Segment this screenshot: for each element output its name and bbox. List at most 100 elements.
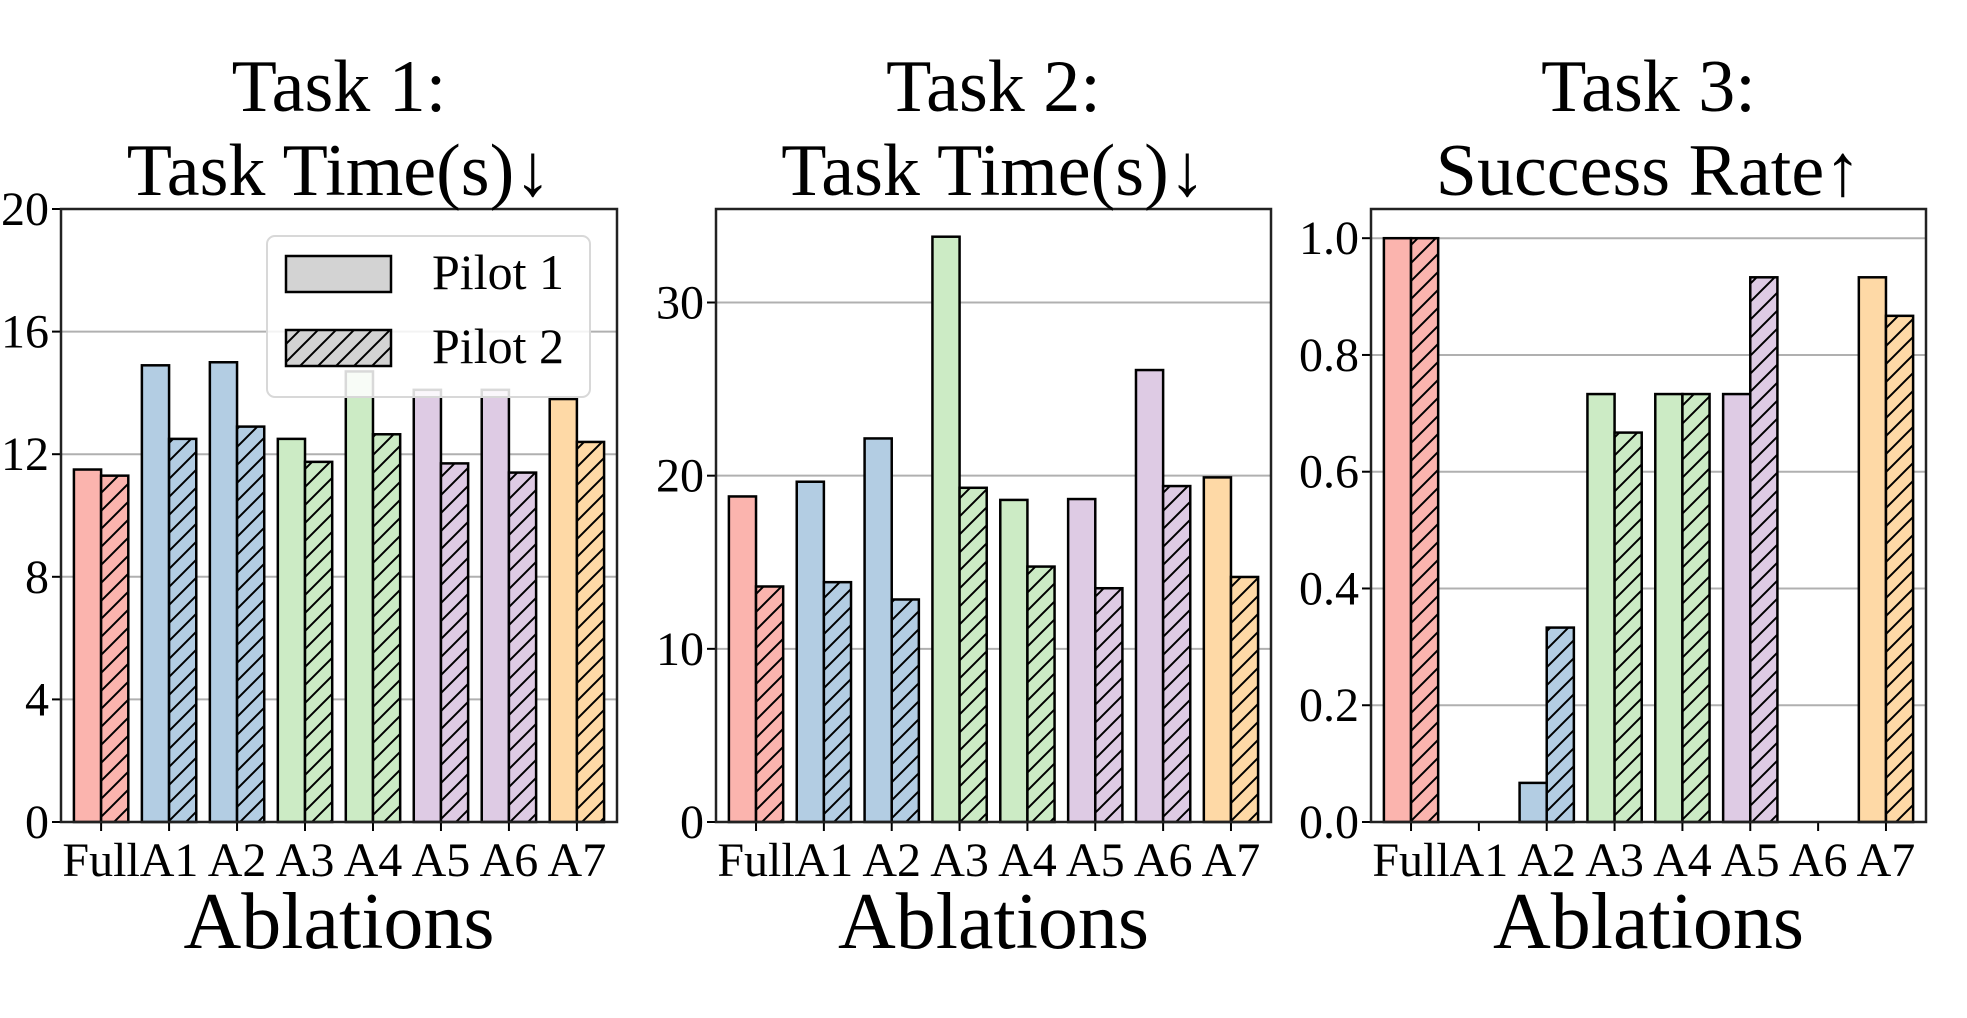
x-tick-label: A2 [1517, 834, 1576, 887]
bar-A4-pilot-2 [1026, 565, 1056, 824]
x-tick-label: Full [1372, 834, 1449, 887]
y-tick-label: 12 [1, 428, 49, 481]
bar-A2-pilot-1 [1518, 781, 1548, 824]
y-tick-label: 4 [25, 673, 49, 726]
bar-A7-pilot-1 [1202, 476, 1233, 824]
bar-A2-pilot-2 [890, 598, 921, 824]
y-tick-label: 0 [25, 796, 49, 849]
bar-A4-pilot-1 [1654, 392, 1684, 824]
x-tick-label: Full [62, 834, 139, 887]
x-tick-label: A7 [1857, 834, 1916, 887]
bar-A7-pilot-1 [1857, 276, 1888, 824]
axes-frame [714, 207, 1273, 824]
y-tick-label: 10 [656, 623, 704, 676]
chart-title-line-2: Success Rate↑ [1436, 130, 1861, 212]
y-tick-label: 16 [1, 306, 49, 359]
bar-A2-pilot-1 [208, 361, 239, 824]
bar-Full-pilot-1 [72, 468, 103, 824]
bar-A3-pilot-1 [931, 235, 961, 824]
bar-Full-pilot-1 [727, 495, 758, 824]
chart-title-line-2: Task Time(s)↓ [781, 130, 1206, 212]
bar-A3-pilot-2 [1613, 431, 1643, 824]
x-tick-label: A3 [276, 834, 335, 887]
x-tick-label: A6 [1134, 834, 1193, 887]
x-tick-label: A5 [412, 834, 471, 887]
x-axis-label: Ablations [183, 878, 494, 966]
bar-A5-pilot-1 [1066, 497, 1097, 824]
x-tick-label: A5 [1721, 834, 1780, 887]
y-tick-label: 30 [656, 277, 704, 330]
x-tick-label: A7 [548, 834, 607, 887]
bar-A6-pilot-2 [507, 471, 538, 824]
bar-A1-pilot-2 [167, 437, 198, 824]
chart-title-line-1: Task 2: [886, 46, 1101, 128]
bar-Full-pilot-2 [99, 474, 130, 824]
chart-panel-2: 0 10 20 30 Full A1 A2 A3 A4 A5 A6 A7 Task 2:Task Tim… [656, 46, 1273, 966]
x-tick-label: A2 [862, 834, 921, 887]
bar-A3-pilot-1 [1586, 392, 1616, 824]
x-tick-label: Full [717, 834, 794, 887]
bar-A5-pilot-1 [412, 388, 443, 824]
bar-A7-pilot-2 [1884, 314, 1915, 824]
x-tick-label: A2 [208, 834, 267, 887]
axes-frame [1369, 207, 1928, 824]
x-tick-label: A1 [1450, 834, 1509, 887]
bar-A6-pilot-1 [480, 388, 511, 824]
bar-A3-pilot-2 [303, 460, 334, 824]
x-tick-label: A1 [140, 834, 199, 887]
x-tick-label: A7 [1202, 834, 1261, 887]
x-axis-label: Ablations [838, 878, 1149, 966]
axes-frame [59, 207, 619, 824]
y-tick-label: 0.8 [1299, 329, 1359, 382]
x-tick-label: A1 [795, 834, 854, 887]
bar-Full-pilot-2 [754, 585, 785, 824]
chart-panel-1: 0 4 8 12 16 20 Full A1 A2 A3 A4 A5 A6 A7 Task 1:Task T… [1, 46, 619, 966]
bar-A6-pilot-2 [1161, 484, 1192, 824]
bar-Full-pilot-2 [1409, 236, 1440, 824]
x-tick-label: A6 [1789, 834, 1848, 887]
bar-A3-pilot-2 [958, 486, 988, 824]
bar-Full-pilot-1 [1382, 236, 1413, 824]
bar-A4-pilot-2 [371, 433, 402, 824]
bar-A4-pilot-1 [344, 370, 375, 824]
x-tick-label: A3 [930, 834, 989, 887]
x-axis-label: Ablations [1493, 878, 1804, 966]
bar-A1-pilot-1 [795, 480, 826, 824]
y-tick-label: 8 [25, 551, 49, 604]
legend: Pilot 1 Pilot 2 [266, 235, 591, 398]
y-tick-label: 0.6 [1299, 446, 1359, 499]
x-tick-label: A6 [480, 834, 539, 887]
bar-A1-pilot-1 [140, 364, 171, 824]
legend-label-pilot-1: Pilot 1 [432, 244, 564, 300]
bar-A7-pilot-1 [548, 397, 579, 824]
bar-A2-pilot-2 [1545, 626, 1576, 824]
chart-title-line-2: Task Time(s)↓ [127, 130, 552, 212]
legend-patch-pilot-2 [284, 328, 393, 368]
chart-panel-3: 0.0 0.2 0.4 0.6 0.8 1.0 Full A1 A2 A3 A4 A5 A6 A7 Task… [1299, 46, 1928, 966]
y-tick-label: 0.0 [1299, 796, 1359, 849]
x-tick-label: A4 [1653, 834, 1712, 887]
chart-title-line-1: Task 1: [232, 46, 447, 128]
y-tick-label: 0.4 [1299, 562, 1359, 615]
bar-A4-pilot-2 [1681, 392, 1711, 824]
y-tick-label: 1.0 [1299, 212, 1359, 265]
bar-A2-pilot-2 [235, 425, 266, 824]
x-tick-label: A4 [344, 834, 403, 887]
bar-A5-pilot-2 [1749, 276, 1779, 824]
y-tick-label: 20 [656, 450, 704, 503]
bar-A5-pilot-2 [439, 462, 470, 824]
legend-patch-pilot-1 [284, 254, 393, 294]
x-tick-label: A5 [1066, 834, 1125, 887]
bar-A4-pilot-1 [999, 498, 1029, 824]
bar-A6-pilot-1 [1134, 368, 1165, 824]
bar-A7-pilot-2 [575, 440, 606, 824]
bar-A5-pilot-2 [1094, 586, 1124, 824]
x-tick-label: A3 [1585, 834, 1644, 887]
bar-A7-pilot-2 [1229, 575, 1260, 824]
bar-A3-pilot-1 [276, 437, 307, 824]
x-tick-label: A4 [998, 834, 1057, 887]
y-tick-label: 0 [680, 796, 704, 849]
y-tick-label: 0.2 [1299, 679, 1359, 732]
chart-title-line-1: Task 3: [1541, 46, 1756, 128]
bar-A2-pilot-1 [863, 437, 893, 824]
